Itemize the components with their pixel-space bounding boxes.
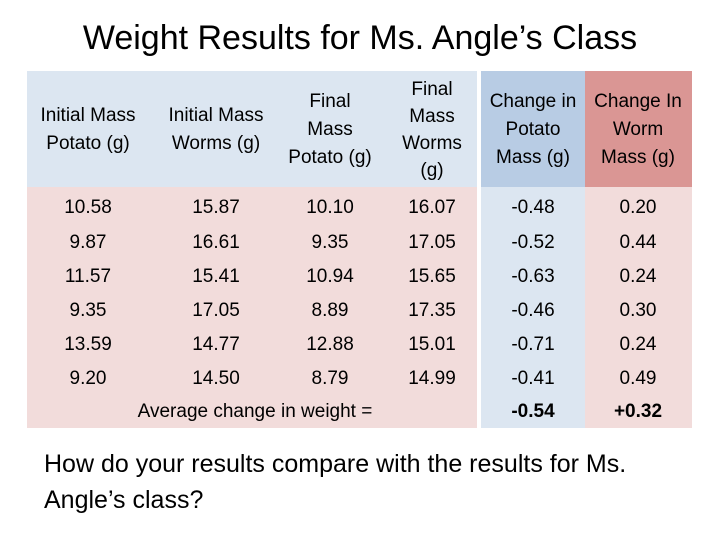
table-cell: 11.57 — [64, 266, 112, 287]
average-potato-change: -0.54 — [511, 401, 555, 422]
table-cell: 17.05 — [408, 232, 456, 253]
table-cell: 15.41 — [192, 266, 240, 287]
table-cell: 15.87 — [192, 197, 240, 218]
table-cell: -0.46 — [511, 300, 555, 321]
potato-change-header-band — [481, 71, 585, 187]
table-cell: 9.20 — [69, 368, 107, 389]
table-cell: 15.01 — [408, 334, 456, 355]
table-cell: 12.88 — [306, 334, 354, 355]
slide-title: Weight Results for Ms. Angle’s Class — [82, 19, 638, 57]
column-header: Change In Worm Mass (g) — [594, 90, 682, 168]
question-text: How do your results compare with the res… — [44, 450, 627, 514]
average-label: Average change in weight = — [137, 401, 373, 422]
table-cell: 10.10 — [306, 197, 354, 218]
table-cell: 16.07 — [408, 197, 456, 218]
table-cell: 0.20 — [619, 197, 657, 218]
table-cell: -0.71 — [511, 334, 555, 355]
table-cell: 14.99 — [408, 368, 456, 389]
table-cell: 9.35 — [311, 232, 349, 253]
table-cell: 0.49 — [619, 368, 657, 389]
table-cell: 13.59 — [64, 334, 112, 355]
table-cell: 16.61 — [192, 232, 240, 253]
column-header: Initial Mass Potato (g) — [40, 104, 136, 154]
table-cell: 0.30 — [619, 300, 657, 321]
table-main-panel — [27, 71, 477, 428]
column-header: Final Mass Worms (g) — [402, 78, 462, 181]
table-cell: -0.41 — [511, 368, 555, 389]
table-cell: -0.52 — [511, 232, 555, 253]
table-cell: 8.79 — [311, 368, 349, 389]
table-cell: 8.89 — [311, 300, 349, 321]
table-cell: 14.77 — [192, 334, 240, 355]
worm-change-header-band — [585, 71, 692, 187]
table-cell: -0.48 — [511, 197, 555, 218]
table-cell: 14.50 — [192, 368, 240, 389]
table-cell: 0.24 — [619, 334, 657, 355]
table-cell: 0.44 — [619, 232, 657, 253]
column-header: Final Mass Potato (g) — [288, 90, 372, 168]
column-header: Initial Mass Worms (g) — [168, 104, 264, 154]
table-cell: 10.94 — [306, 266, 354, 287]
table-cell: 0.24 — [619, 266, 657, 287]
table-cell: 10.58 — [64, 197, 112, 218]
table-cell: 9.35 — [69, 300, 107, 321]
worm-change-panel — [585, 71, 692, 428]
table-cell: -0.63 — [511, 266, 555, 287]
potato-change-panel — [481, 71, 585, 428]
table-cell: 17.35 — [408, 300, 456, 321]
table-cell: 17.05 — [192, 300, 240, 321]
average-worm-change: +0.32 — [613, 401, 663, 422]
column-header: Change in Potato Mass (g) — [489, 90, 577, 168]
table-cell: 15.65 — [408, 266, 456, 287]
table-header-band — [27, 71, 477, 187]
table-cell: 9.87 — [69, 232, 107, 253]
